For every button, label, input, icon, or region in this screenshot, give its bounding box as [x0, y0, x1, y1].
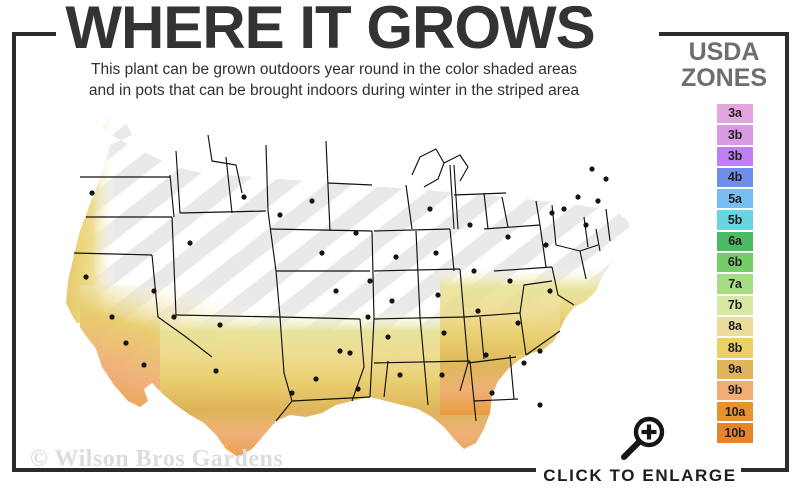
zone-swatch-label: 3b — [727, 148, 743, 163]
zone-swatch-label: 9b — [727, 383, 743, 398]
frame-bottom-left-segment — [12, 468, 536, 472]
zone-swatch-5b[interactable]: 5b — [716, 209, 754, 231]
frame-top-left-segment — [12, 32, 56, 36]
page-title: WHERE IT GROWS — [65, 0, 595, 61]
zone-swatch-3a[interactable]: 3a — [716, 103, 754, 125]
magnifier-plus-glyph — [621, 416, 665, 460]
usda-zones-heading-line-2: ZONES — [680, 63, 768, 92]
usda-hardiness-map[interactable] — [40, 105, 655, 460]
zone-swatch-8a[interactable]: 8a — [716, 315, 754, 338]
zone-swatch-label: 3a — [728, 106, 742, 121]
magnifier-plus-icon[interactable] — [616, 414, 672, 462]
frame-bottom-right-segment — [741, 468, 789, 472]
zone-swatch-label: 7a — [728, 276, 742, 291]
zone-swatch-label: 6b — [727, 255, 743, 270]
usda-zones-heading-line-1: USDA — [688, 38, 760, 66]
zone-swatch-7b[interactable]: 7b — [716, 294, 754, 316]
zone-swatch-5a[interactable]: 5a — [716, 188, 754, 210]
zone-swatch-10a[interactable]: 10a — [716, 401, 754, 423]
subtitle-line-2: and in pots that can be brought indoors … — [88, 81, 580, 99]
watermark-copyright: © Wilson Bros Gardens — [30, 446, 284, 472]
usda-zone-legend: 3a 3b 3b 4b 5a 5b 6a 6b 7a 7b 8a 8b 9a 9b 10a 10b — [716, 103, 754, 444]
map-city-dots — [83, 166, 609, 408]
click-to-enlarge-label[interactable]: CLICK TO ENLARGE — [543, 466, 737, 485]
map-state-borders — [73, 134, 611, 422]
zone-swatch-label: 10b — [724, 425, 746, 440]
zone-swatch-4b[interactable]: 4b — [716, 166, 754, 189]
zone-swatch-6a[interactable]: 6a — [716, 230, 754, 253]
zone-swatch-6b[interactable]: 6b — [716, 252, 754, 274]
map-svg — [66, 115, 632, 457]
frame-left-segment — [12, 32, 16, 472]
zone-swatch-label: 8a — [728, 319, 742, 334]
usda-zones-heading: USDA ZONES — [660, 38, 788, 92]
zone-swatch-3b[interactable]: 3b — [716, 124, 754, 146]
zone-swatch-label: 4b — [727, 170, 743, 185]
zone-swatch-10b[interactable]: 10b — [716, 422, 754, 444]
zone-swatch-8b[interactable]: 8b — [716, 337, 754, 359]
zone-swatch-7a[interactable]: 7a — [716, 273, 754, 295]
zone-swatch-label: 9a — [728, 361, 742, 376]
zone-swatch-label: 6a — [728, 234, 742, 249]
zone-swatch-label: 5a — [728, 191, 742, 206]
zone-swatch-label: 8b — [727, 340, 743, 355]
zone-swatch-9a[interactable]: 9a — [716, 358, 754, 380]
zone-swatch-label: 5b — [727, 212, 743, 227]
zone-swatch-label: 3b — [727, 127, 743, 142]
subtitle-line-1: This plant can be grown outdoors year ro… — [91, 61, 577, 78]
subtitle-text: This plant can be grown outdoors year ro… — [30, 60, 638, 102]
zone-swatch-9b[interactable]: 9b — [716, 379, 754, 402]
zone-swatch-label: 10a — [724, 404, 746, 419]
zone-swatch-label: 7b — [727, 298, 743, 313]
zone-swatch-3b[interactable]: 3b — [716, 145, 754, 167]
frame-top-right-segment — [659, 32, 789, 36]
frame-right-segment — [785, 32, 789, 472]
